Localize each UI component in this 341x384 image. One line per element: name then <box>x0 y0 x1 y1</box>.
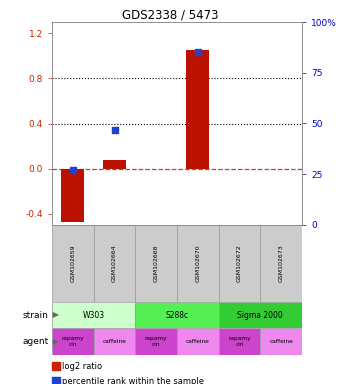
Text: rapamy
cin: rapamy cin <box>145 336 167 347</box>
Text: GSM102664: GSM102664 <box>112 245 117 282</box>
Bar <box>187 50 209 169</box>
Text: GSM102670: GSM102670 <box>195 245 200 282</box>
Bar <box>94 328 135 355</box>
Bar <box>177 328 219 355</box>
Text: caffeine: caffeine <box>269 339 293 344</box>
Bar <box>103 160 126 169</box>
Text: GSM102672: GSM102672 <box>237 245 242 282</box>
Text: ▶: ▶ <box>50 311 59 319</box>
Point <box>195 50 201 56</box>
Bar <box>260 225 302 302</box>
Point <box>112 126 117 132</box>
Bar <box>135 328 177 355</box>
Text: rapamy
cin: rapamy cin <box>61 336 84 347</box>
Bar <box>135 225 177 302</box>
Text: caffeine: caffeine <box>103 339 127 344</box>
Bar <box>61 169 84 222</box>
Text: GSM102668: GSM102668 <box>154 245 159 282</box>
Bar <box>52 302 135 328</box>
Text: ▶: ▶ <box>50 337 59 346</box>
Bar <box>219 225 260 302</box>
Text: caffeine: caffeine <box>186 339 210 344</box>
Point <box>70 167 76 173</box>
Text: Sigma 2000: Sigma 2000 <box>237 311 283 319</box>
Bar <box>52 225 94 302</box>
Text: percentile rank within the sample: percentile rank within the sample <box>61 377 204 384</box>
Text: GSM102659: GSM102659 <box>70 245 75 282</box>
Text: rapamy
cin: rapamy cin <box>228 336 251 347</box>
Text: W303: W303 <box>83 311 105 319</box>
Text: GDS2338 / 5473: GDS2338 / 5473 <box>122 8 219 21</box>
Bar <box>219 328 260 355</box>
Bar <box>52 328 94 355</box>
Bar <box>177 225 219 302</box>
Text: agent: agent <box>23 337 48 346</box>
Bar <box>219 302 302 328</box>
Bar <box>260 328 302 355</box>
Text: S288c: S288c <box>165 311 189 319</box>
Text: strain: strain <box>23 311 48 319</box>
Bar <box>135 302 219 328</box>
Bar <box>94 225 135 302</box>
Text: log2 ratio: log2 ratio <box>61 362 102 371</box>
Text: GSM102673: GSM102673 <box>279 245 284 282</box>
